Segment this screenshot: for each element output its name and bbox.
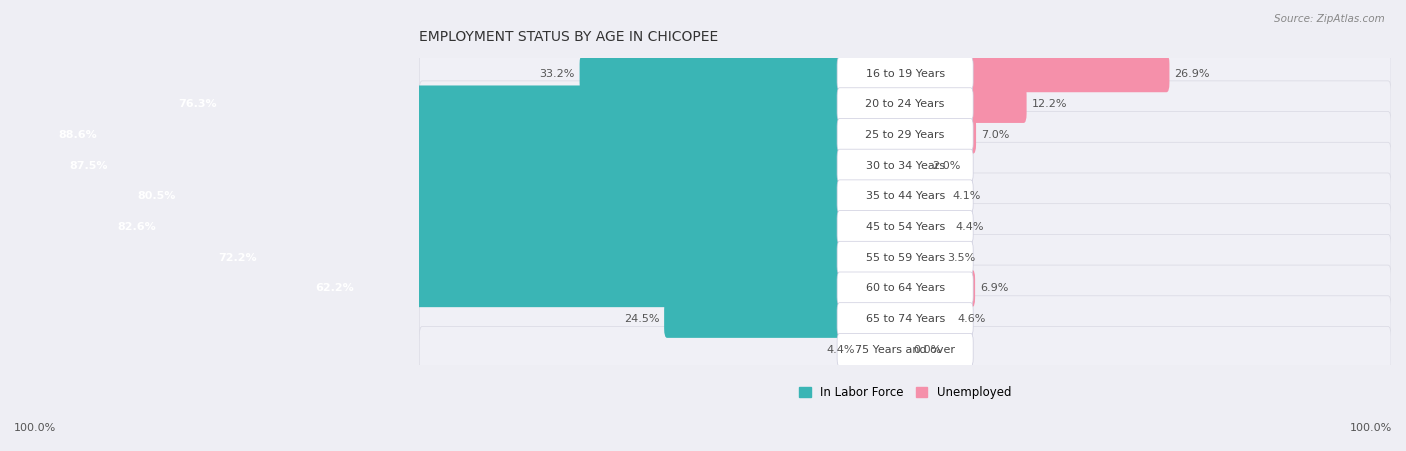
Text: 45 to 54 Years: 45 to 54 Years (866, 222, 945, 232)
FancyBboxPatch shape (837, 180, 973, 213)
FancyBboxPatch shape (419, 142, 1391, 189)
Text: 24.5%: 24.5% (624, 314, 659, 324)
Text: 35 to 44 Years: 35 to 44 Years (866, 191, 945, 201)
Text: 25 to 29 Years: 25 to 29 Years (866, 130, 945, 140)
FancyBboxPatch shape (903, 55, 1170, 92)
FancyBboxPatch shape (903, 147, 928, 184)
Text: 4.4%: 4.4% (827, 345, 855, 355)
Text: 80.5%: 80.5% (138, 191, 176, 201)
FancyBboxPatch shape (120, 178, 908, 215)
Text: 20 to 24 Years: 20 to 24 Years (866, 99, 945, 109)
Text: 72.2%: 72.2% (218, 253, 257, 263)
FancyBboxPatch shape (837, 303, 973, 336)
FancyBboxPatch shape (579, 55, 908, 92)
Text: 82.6%: 82.6% (117, 222, 156, 232)
Text: 100.0%: 100.0% (14, 423, 56, 433)
FancyBboxPatch shape (419, 81, 1391, 128)
Text: 4.4%: 4.4% (956, 222, 984, 232)
FancyBboxPatch shape (903, 300, 953, 338)
Text: 12.2%: 12.2% (1032, 99, 1067, 109)
Text: 75 Years and over: 75 Years and over (855, 345, 955, 355)
FancyBboxPatch shape (903, 208, 950, 246)
FancyBboxPatch shape (100, 208, 908, 246)
Text: 30 to 34 Years: 30 to 34 Years (866, 161, 945, 170)
FancyBboxPatch shape (419, 235, 1391, 281)
FancyBboxPatch shape (859, 331, 908, 368)
Text: 6.9%: 6.9% (980, 283, 1008, 294)
FancyBboxPatch shape (837, 88, 973, 121)
FancyBboxPatch shape (837, 333, 973, 366)
FancyBboxPatch shape (837, 241, 973, 274)
FancyBboxPatch shape (903, 178, 948, 215)
FancyBboxPatch shape (903, 116, 976, 154)
FancyBboxPatch shape (419, 296, 1391, 342)
FancyBboxPatch shape (419, 327, 1391, 373)
Text: 100.0%: 100.0% (1350, 423, 1392, 433)
Text: Source: ZipAtlas.com: Source: ZipAtlas.com (1274, 14, 1385, 23)
FancyBboxPatch shape (160, 86, 908, 123)
Text: 4.6%: 4.6% (957, 314, 986, 324)
Text: 0.0%: 0.0% (912, 345, 941, 355)
FancyBboxPatch shape (903, 270, 976, 307)
FancyBboxPatch shape (903, 239, 942, 276)
FancyBboxPatch shape (201, 239, 908, 276)
Text: 4.1%: 4.1% (953, 191, 981, 201)
Text: 60 to 64 Years: 60 to 64 Years (866, 283, 945, 294)
FancyBboxPatch shape (419, 173, 1391, 220)
Legend: In Labor Force, Unemployed: In Labor Force, Unemployed (799, 386, 1011, 399)
FancyBboxPatch shape (419, 204, 1391, 250)
Text: 7.0%: 7.0% (981, 130, 1010, 140)
FancyBboxPatch shape (837, 57, 973, 90)
Text: 2.0%: 2.0% (932, 161, 960, 170)
FancyBboxPatch shape (837, 272, 973, 305)
FancyBboxPatch shape (419, 50, 1391, 97)
FancyBboxPatch shape (837, 149, 973, 182)
Text: 33.2%: 33.2% (540, 69, 575, 78)
FancyBboxPatch shape (298, 270, 908, 307)
Text: 55 to 59 Years: 55 to 59 Years (866, 253, 945, 263)
FancyBboxPatch shape (41, 116, 908, 154)
Text: 26.9%: 26.9% (1174, 69, 1209, 78)
Text: 3.5%: 3.5% (946, 253, 976, 263)
Text: EMPLOYMENT STATUS BY AGE IN CHICOPEE: EMPLOYMENT STATUS BY AGE IN CHICOPEE (419, 30, 718, 44)
FancyBboxPatch shape (419, 265, 1391, 312)
FancyBboxPatch shape (903, 86, 1026, 123)
FancyBboxPatch shape (419, 111, 1391, 158)
FancyBboxPatch shape (52, 147, 908, 184)
FancyBboxPatch shape (837, 119, 973, 152)
Text: 76.3%: 76.3% (179, 99, 217, 109)
Text: 88.6%: 88.6% (59, 130, 97, 140)
Text: 62.2%: 62.2% (315, 283, 354, 294)
Text: 87.5%: 87.5% (69, 161, 108, 170)
FancyBboxPatch shape (664, 300, 908, 338)
Text: 16 to 19 Years: 16 to 19 Years (866, 69, 945, 78)
FancyBboxPatch shape (837, 211, 973, 244)
Text: 65 to 74 Years: 65 to 74 Years (866, 314, 945, 324)
